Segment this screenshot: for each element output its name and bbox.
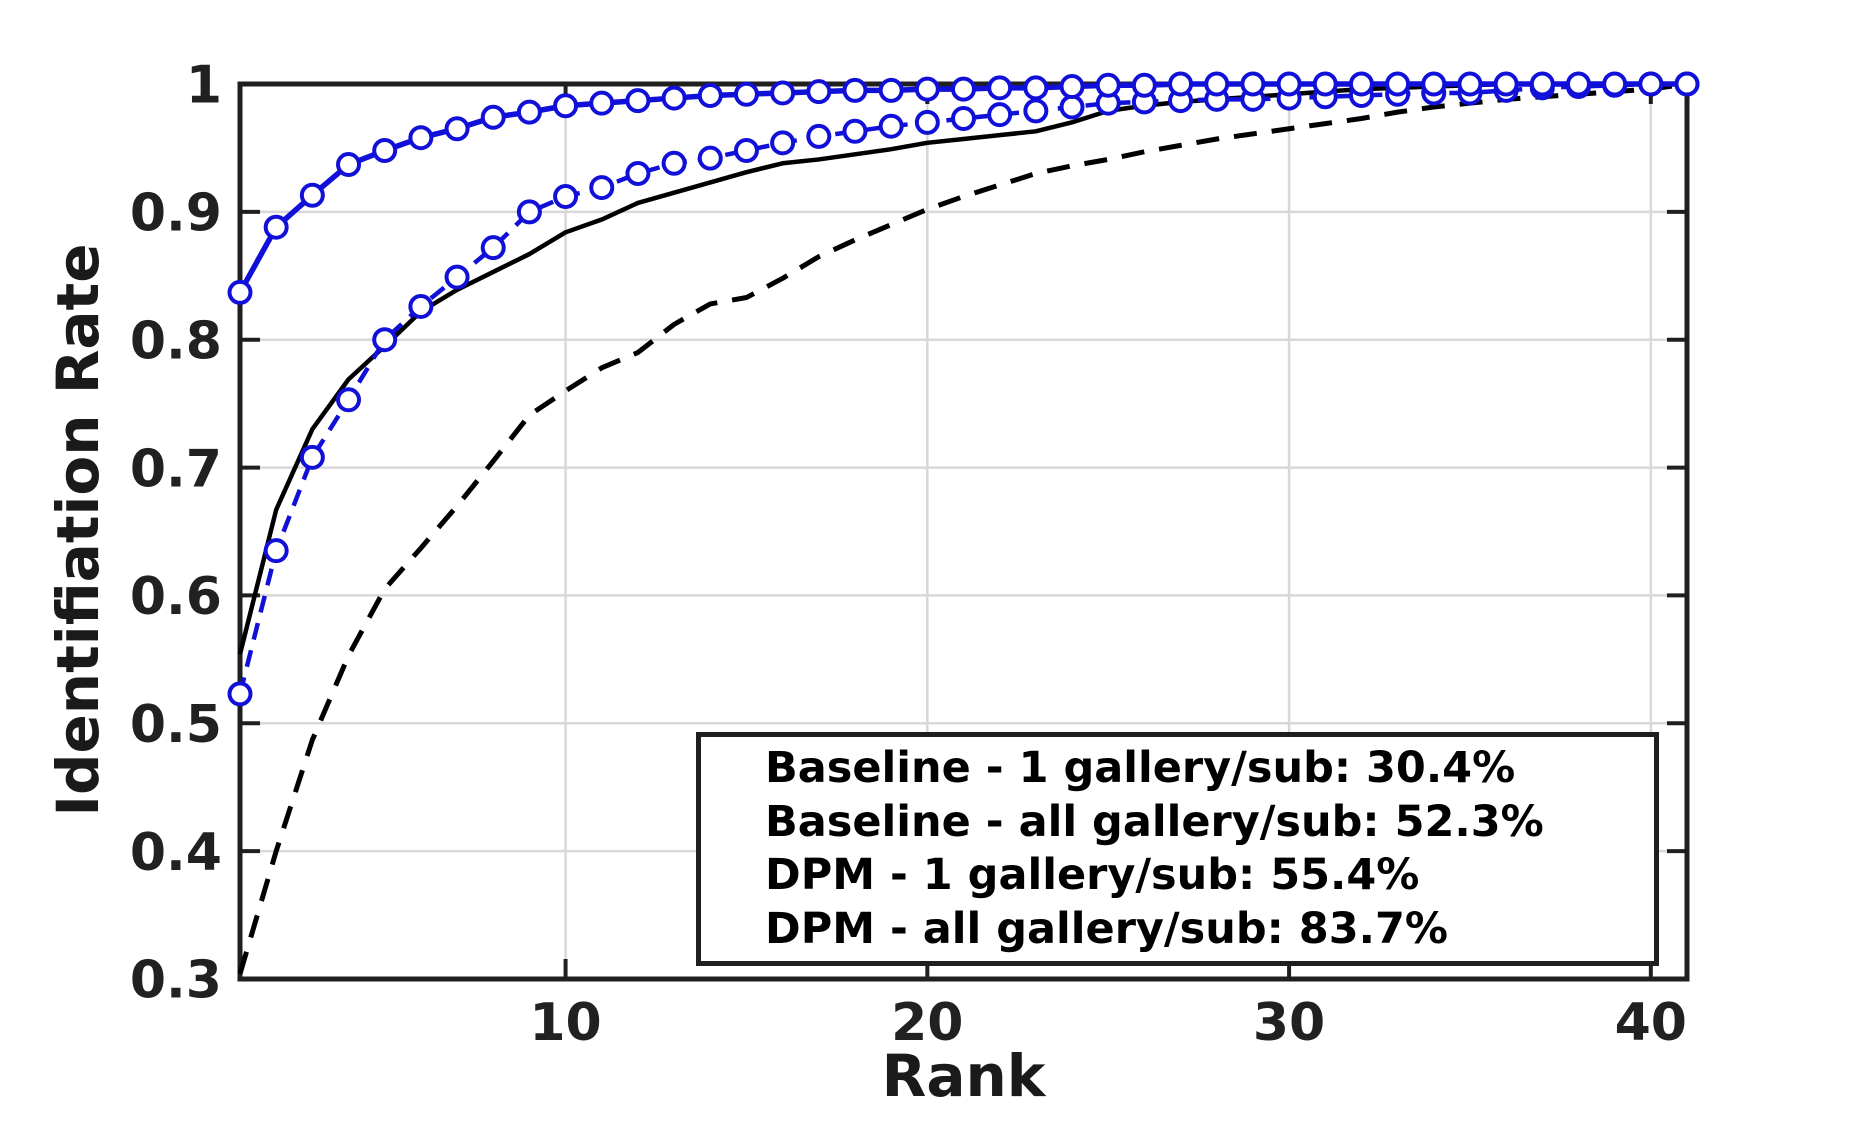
series-marker-baseline-all-gallery (263, 538, 289, 564)
y-tick-label: 0.6 (130, 567, 222, 627)
series-marker-baseline-all-gallery (408, 293, 434, 319)
series-marker-baseline-all-gallery (516, 199, 542, 225)
series-marker-dpm-all-gallery (408, 125, 434, 151)
series-marker-dpm-all-gallery (227, 279, 253, 305)
legend-item-dpm-1: DPM - 1 gallery/sub: 55.4% (705, 854, 1654, 897)
series-marker-dpm-all-gallery (914, 76, 940, 102)
x-tick-label: 20 (891, 993, 963, 1053)
series-marker-dpm-all-gallery (1674, 71, 1700, 97)
y-tick-label: 0.9 (130, 184, 222, 244)
series-marker-baseline-all-gallery (372, 327, 398, 353)
series-marker-dpm-all-gallery (589, 90, 615, 116)
series-marker-dpm-all-gallery (553, 93, 579, 119)
series-marker-dpm-all-gallery (1421, 71, 1447, 97)
series-marker-dpm-all-gallery (842, 77, 868, 103)
series-marker-baseline-all-gallery (914, 109, 940, 135)
series-marker-baseline-all-gallery (589, 175, 615, 201)
series-marker-dpm-all-gallery (697, 83, 723, 109)
series-marker-baseline-all-gallery (733, 137, 759, 163)
legend-label: Baseline - all gallery/sub: 52.3% (765, 796, 1544, 847)
x-tick-label: 30 (1253, 993, 1325, 1053)
series-marker-baseline-all-gallery (1023, 98, 1049, 124)
y-tick-label: 0.7 (130, 439, 222, 499)
series-marker-dpm-all-gallery (336, 152, 362, 178)
series-marker-dpm-all-gallery (444, 116, 470, 142)
series-marker-dpm-all-gallery (987, 75, 1013, 101)
y-tick-label: 0.4 (130, 823, 222, 883)
legend-solid-circle-line-sample (724, 920, 742, 938)
y-tick-label: 0.3 (130, 951, 222, 1011)
series-marker-dpm-all-gallery (1638, 71, 1664, 97)
series-marker-baseline-all-gallery (661, 150, 687, 176)
series-marker-baseline-all-gallery (480, 235, 506, 261)
y-tick-label: 0.8 (130, 311, 222, 371)
series-marker-baseline-all-gallery (878, 113, 904, 139)
series-marker-baseline-all-gallery (336, 387, 362, 413)
series-marker-baseline-all-gallery (987, 102, 1013, 128)
series-marker-dpm-all-gallery (299, 182, 325, 208)
series-marker-dpm-all-gallery (1095, 72, 1121, 98)
series-marker-dpm-all-gallery (1312, 71, 1338, 97)
x-tick-label: 40 (1615, 993, 1687, 1053)
series-marker-dpm-all-gallery (806, 79, 832, 105)
series-marker-dpm-all-gallery (1565, 71, 1591, 97)
series-marker-dpm-all-gallery (480, 104, 506, 130)
series-marker-dpm-all-gallery (1457, 71, 1483, 97)
series-marker-dpm-all-gallery (1023, 75, 1049, 101)
series-marker-baseline-all-gallery (625, 161, 651, 186)
legend-label: DPM - 1 gallery/sub: 55.4% (765, 850, 1420, 901)
series-marker-baseline-all-gallery (553, 184, 579, 210)
series-marker-dpm-all-gallery (516, 99, 542, 125)
series-line-dpm-1-gallery (237, 81, 1687, 655)
y-tick-label: 0.5 (130, 695, 222, 755)
series-marker-baseline-all-gallery (227, 681, 253, 707)
series-marker-dpm-all-gallery (1276, 71, 1302, 97)
series-marker-dpm-all-gallery (878, 77, 904, 103)
series-marker-dpm-all-gallery (1168, 71, 1194, 97)
series-marker-dpm-all-gallery (1348, 71, 1374, 97)
legend-item-baseline-1: Baseline - 1 gallery/sub: 30.4% (705, 747, 1654, 790)
series-marker-dpm-all-gallery (1240, 71, 1266, 97)
legend-dashed-circle-line-sample (724, 813, 742, 831)
series-marker-dpm-all-gallery (1059, 74, 1085, 100)
series-marker-dpm-all-gallery (372, 137, 398, 163)
series-marker-dpm-all-gallery (1204, 71, 1230, 97)
series-marker-dpm-all-gallery (661, 85, 687, 111)
legend: Baseline - 1 gallery/sub: 30.4% Baseline… (696, 732, 1659, 966)
series-line-baseline-all-gallery (237, 81, 1687, 695)
x-tick-label: 10 (529, 993, 601, 1053)
series-marker-baseline-all-gallery (444, 264, 470, 290)
series-marker-baseline-all-gallery (299, 444, 325, 470)
series-marker-baseline-all-gallery (951, 106, 976, 132)
series-marker-dpm-all-gallery (625, 88, 651, 114)
series-marker-baseline-all-gallery (842, 118, 868, 144)
x-axis-label: Rank (881, 1042, 1046, 1110)
series-marker-dpm-all-gallery (1529, 71, 1555, 97)
series-marker-dpm-all-gallery (951, 76, 976, 102)
legend-solid-line-sample (705, 858, 763, 894)
series-marker-dpm-all-gallery (1385, 71, 1411, 97)
series-marker-baseline-all-gallery (1059, 94, 1085, 120)
legend-label: DPM - all gallery/sub: 83.7% (765, 903, 1448, 954)
series-marker-dpm-all-gallery (263, 214, 289, 240)
series-marker-baseline-all-gallery (806, 123, 832, 149)
legend-item-baseline-all: Baseline - all gallery/sub: 52.3% (705, 796, 1654, 847)
series-marker-dpm-all-gallery (1493, 71, 1519, 97)
y-axis-label: Identifiation Rate (44, 243, 112, 817)
legend-item-dpm-all: DPM - all gallery/sub: 83.7% (705, 903, 1654, 954)
legend-label: Baseline - 1 gallery/sub: 30.4% (765, 743, 1516, 794)
series-marker-baseline-all-gallery (697, 145, 723, 171)
series-marker-baseline-all-gallery (770, 130, 796, 156)
series-marker-dpm-all-gallery (1602, 71, 1628, 97)
series-marker-dpm-all-gallery (733, 81, 759, 107)
series-marker-dpm-all-gallery (1131, 72, 1157, 98)
legend-dashed-line-sample (705, 751, 763, 787)
series-marker-dpm-all-gallery (770, 80, 796, 106)
y-tick-label: 1 (186, 56, 222, 116)
